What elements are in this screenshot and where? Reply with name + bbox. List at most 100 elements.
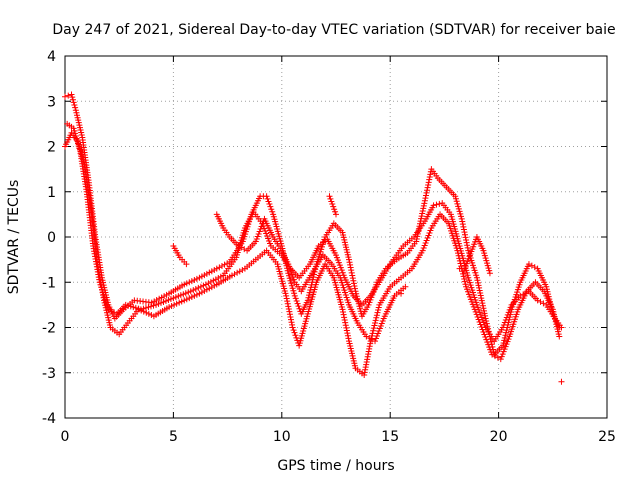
data-point (365, 301, 372, 308)
data-point (537, 298, 544, 305)
data-point (376, 325, 383, 332)
data-point (498, 353, 505, 360)
y-tick-label: -2 (42, 321, 56, 337)
data-point (292, 295, 299, 302)
data-point (460, 226, 467, 233)
data-point (68, 91, 75, 98)
data-point (375, 307, 382, 314)
data-point (147, 303, 154, 310)
data-point (484, 339, 491, 346)
data-point (424, 187, 431, 194)
data-point (263, 230, 270, 237)
data-point (197, 283, 204, 290)
data-point (305, 294, 312, 301)
data-point (506, 306, 513, 313)
data-point (425, 232, 432, 239)
data-point (168, 303, 175, 310)
data-point (331, 206, 338, 213)
data-point (193, 291, 200, 298)
data-point (269, 208, 276, 215)
data-point (264, 195, 271, 202)
data-point (343, 327, 350, 334)
data-point (333, 254, 340, 261)
data-point (427, 227, 434, 234)
data-point (283, 295, 290, 302)
data-point (256, 228, 263, 235)
data-point (488, 349, 495, 356)
data-point (426, 176, 433, 183)
data-point (284, 300, 291, 307)
data-point (477, 289, 484, 296)
y-tick-label: 4 (47, 49, 56, 65)
data-point (216, 264, 223, 271)
data-point (290, 276, 297, 283)
data-point (462, 234, 469, 241)
data-point (234, 269, 241, 276)
data-point (326, 193, 333, 200)
data-point (345, 335, 352, 342)
y-tick-label: 1 (47, 185, 56, 201)
data-point (195, 284, 202, 291)
data-point (71, 127, 78, 134)
x-tick-label: 5 (169, 429, 178, 445)
y-tick-label: -3 (42, 366, 56, 382)
data-point (504, 311, 511, 318)
x-tick-label: 20 (490, 429, 508, 445)
data-point (69, 96, 76, 103)
data-point (374, 330, 381, 337)
data-point (166, 304, 173, 311)
data-point (266, 240, 273, 247)
data-point (483, 336, 490, 343)
data-point (137, 306, 144, 313)
data-point (465, 288, 472, 295)
data-point (478, 314, 485, 321)
data-point (502, 332, 509, 339)
data-point (463, 237, 470, 244)
data-point (421, 242, 428, 249)
data-point (266, 201, 273, 208)
data-point (464, 242, 471, 249)
data-point (452, 195, 459, 202)
data-point (373, 312, 380, 319)
data-point (501, 346, 508, 353)
data-point (74, 137, 81, 144)
data-point (423, 237, 430, 244)
data-point (132, 304, 139, 311)
data-point (183, 296, 190, 303)
data-point (267, 203, 274, 210)
data-point (421, 197, 428, 204)
data-point (193, 275, 200, 282)
data-point (483, 257, 490, 264)
data-point (477, 292, 484, 299)
data-point (475, 279, 482, 286)
data-point (372, 317, 379, 324)
data-point (461, 276, 468, 283)
data-point (500, 348, 507, 355)
data-point (465, 291, 472, 298)
x-tick-label: 10 (273, 429, 291, 445)
data-point (474, 277, 481, 284)
data-point (365, 348, 372, 355)
data-point (361, 372, 368, 379)
data-point (176, 299, 183, 306)
data-point (474, 313, 481, 320)
data-point (291, 329, 298, 336)
data-point (290, 287, 297, 294)
data-point (254, 233, 261, 240)
data-point (350, 280, 357, 287)
data-point (413, 238, 420, 245)
data-point (484, 262, 491, 269)
data-point (503, 314, 510, 321)
data-point (402, 283, 409, 290)
data-point (364, 353, 371, 360)
data-point (433, 201, 440, 208)
data-point (218, 262, 225, 269)
data-point (471, 306, 478, 313)
data-point (419, 247, 426, 254)
data-point (375, 304, 382, 311)
data-point (457, 210, 464, 217)
data-point (285, 306, 292, 313)
data-point (486, 270, 493, 277)
data-point (479, 316, 486, 323)
data-point (75, 142, 82, 149)
